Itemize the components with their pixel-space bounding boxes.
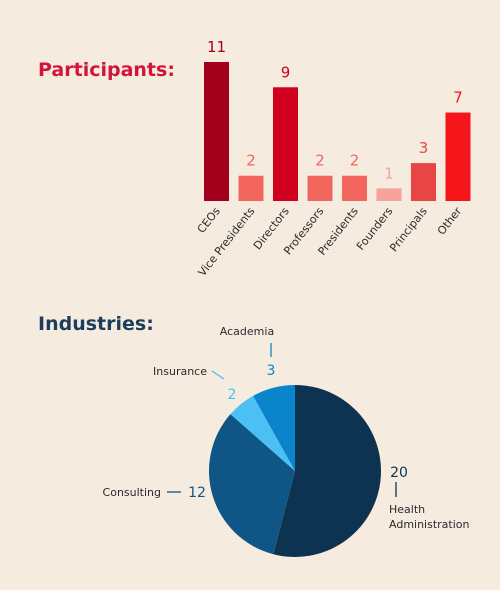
- bar-category-other: Other: [435, 204, 465, 237]
- bar-value-vice-presidents: 2: [246, 152, 256, 170]
- participants-title: Participants:: [38, 59, 175, 81]
- pie-label-health-line2: Administration: [389, 518, 470, 531]
- bar-principals: [411, 163, 436, 201]
- bar-directors: [273, 87, 298, 201]
- bar-value-founders: 1: [384, 164, 394, 182]
- industries-title: Industries:: [38, 313, 154, 335]
- pie-leader-insurance: [211, 370, 225, 380]
- pie-label-academia: Academia: [220, 325, 274, 338]
- bar-value-professors: 2: [315, 152, 325, 170]
- pie-label-insurance: Insurance: [153, 365, 207, 378]
- industries-pie-chart: [208, 385, 382, 557]
- bar-value-other: 7: [453, 89, 463, 107]
- pie-value-insurance: 2: [228, 387, 237, 403]
- bar-value-presidents: 2: [350, 152, 360, 170]
- pie-label-health-line1: Health: [389, 503, 425, 516]
- bar-founders: [376, 188, 402, 201]
- bar-value-directors: 9: [281, 63, 291, 81]
- pie-slice-academia: [253, 385, 295, 471]
- bar-vice-presidents: [238, 175, 264, 201]
- pie-slice-health-administration: [273, 385, 382, 557]
- bar-ceos: [204, 62, 229, 201]
- pie-value-academia: 3: [267, 363, 276, 379]
- bar-value-ceos: 11: [207, 38, 226, 56]
- bar-category-ceos: CEOs: [195, 205, 223, 236]
- bar-presidents: [342, 175, 367, 201]
- pie-slice-consulting: [208, 414, 295, 555]
- pie-value-health: 20: [390, 465, 408, 481]
- bar-professors: [307, 175, 333, 201]
- bar-other: [445, 112, 471, 201]
- pie-label-consulting: Consulting: [103, 486, 161, 499]
- pie-slice-insurance: [230, 395, 295, 471]
- bar-value-principals: 3: [419, 139, 429, 157]
- pie-value-consulting: 12: [188, 485, 206, 501]
